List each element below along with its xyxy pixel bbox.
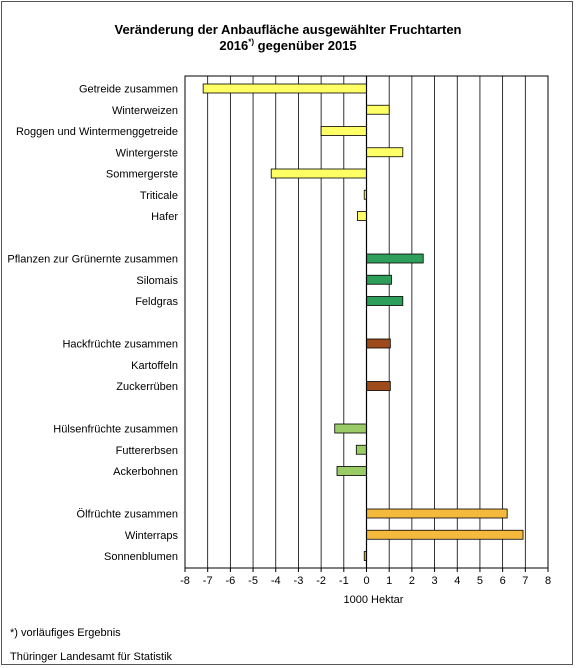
bar [366,274,392,285]
bar [366,104,390,115]
category-label: Futtererbsen [116,445,178,457]
chart-title-line2: 2016*) gegenüber 2015 [0,38,576,54]
bar [366,529,524,540]
x-tick-label: -3 [294,575,304,587]
chart-title-suffix: gegenüber 2015 [254,38,357,53]
x-tick-label: 7 [522,575,528,587]
bar [270,168,367,179]
x-axis-label: 1000 Hektar [344,594,404,606]
category-label: Hülsenfrüchte zusammen [53,424,178,436]
category-label: Feldgras [135,296,178,308]
bar [334,423,367,434]
x-tick-label: -4 [271,575,281,587]
x-tick-label: -1 [339,575,349,587]
x-tick-label: -2 [316,575,326,587]
category-label: Ackerbohnen [113,466,178,478]
chart-title-year: 2016 [219,38,249,53]
bar [336,466,367,476]
bar [366,508,508,519]
category-label: Zuckerrüben [116,381,178,393]
chart-title-footnote-mark: *) [248,37,255,47]
x-tick-label: 8 [545,575,551,587]
category-label: Kartoffeln [131,360,178,372]
footnote: *) vorläufiges Ergebnis [10,627,121,639]
bar [366,296,404,306]
bar [202,83,367,94]
x-tick-label: 2 [409,575,415,587]
category-label: Sonnenblumen [104,551,178,563]
category-label: Getreide zusammen [79,84,178,96]
category-label: Pflanzen zur Grünernte zusammen [7,254,178,266]
bar [320,126,367,136]
x-tick-label: 3 [432,575,438,587]
x-tick-label: 5 [477,575,483,587]
category-label: Silomais [136,275,178,287]
x-tick-label: -5 [248,575,258,587]
category-label: Triticale [140,190,178,202]
x-tick-label: 4 [454,575,460,587]
bar [355,444,367,455]
bar [366,338,391,349]
bar [366,381,391,391]
x-tick-label: 1 [386,575,392,587]
category-label: Hafer [151,211,178,223]
x-tick-label: -7 [203,575,213,587]
x-tick-label: 0 [363,575,369,587]
bar [357,211,367,221]
x-tick-label: -6 [225,575,235,587]
category-label: Ölfrüchte zusammen [77,509,178,521]
category-label: Winterraps [125,530,179,542]
category-label: Winterweizen [112,105,178,117]
chart-title-line1: Veränderung der Anbaufläche ausgewählter… [114,22,462,37]
bar [366,147,404,158]
source-note: Thüringer Landesamt für Statistik [10,651,173,663]
bar [366,253,424,264]
x-tick-label: -8 [180,575,190,587]
category-label: Roggen und Wintermenggetreide [16,126,178,138]
category-label: Sommergerste [106,169,178,181]
x-tick-label: 6 [500,575,506,587]
category-label: Wintergerste [116,147,178,159]
chart-title: Veränderung der Anbaufläche ausgewählter… [0,22,576,54]
category-label: Hackfrüchte zusammen [62,339,178,351]
